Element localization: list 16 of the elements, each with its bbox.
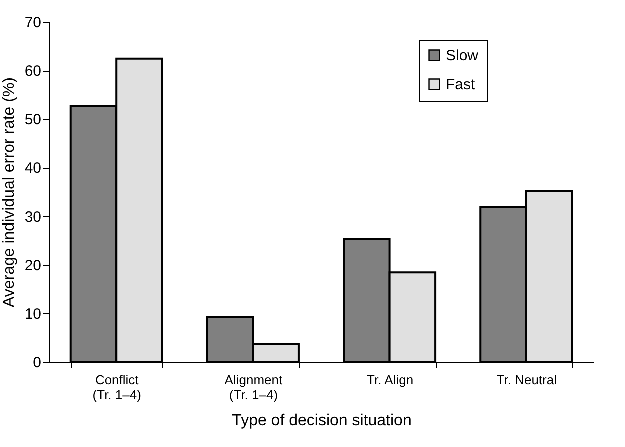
y-tick-label: 60 [24, 63, 42, 80]
legend-label: Fast [446, 76, 476, 94]
x-tick-label: Tr. Align [367, 372, 414, 388]
y-tick-label: 30 [24, 208, 42, 226]
y-tick-label: 10 [24, 306, 42, 323]
y-tick-label: 70 [24, 14, 42, 32]
y-axis-title: Average individual error rate (%) [0, 77, 18, 308]
legend-label: Slow [446, 48, 479, 64]
y-tick-label: 20 [24, 257, 42, 274]
x-axis-title: Type of decision situation [232, 412, 412, 430]
x-tick-label: Alignment (Tr. 1–4) [224, 372, 283, 402]
x-tick-label: Tr. Neutral [496, 372, 558, 388]
y-tick-label: 50 [24, 112, 42, 129]
y-tick-label: 0 [33, 354, 42, 372]
x-tick-label: Conflict (Tr. 1–4) [92, 372, 142, 402]
y-tick-label: 40 [24, 160, 42, 178]
